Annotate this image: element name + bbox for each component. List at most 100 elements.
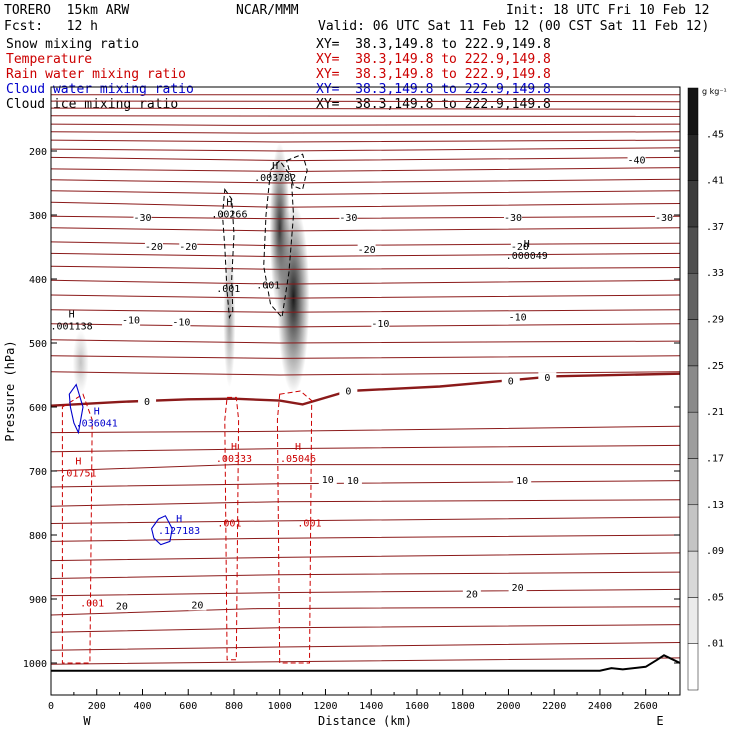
isotherm-label: 0 [144,397,150,408]
isotherm-label-bg [371,317,390,329]
colorbar-segment [687,550,699,598]
colorbar-label: .45 [706,129,724,140]
isotherm-label-bg [179,241,198,252]
isotherm-label-bg [627,154,646,166]
terrain-surface [51,654,680,672]
x-tick-label: 2400 [588,701,612,712]
maximum-marker: H [176,514,182,525]
isotherm [51,552,680,562]
isotherm [51,265,680,270]
isotherm-label-bg [510,241,529,252]
x-tick-label: 1400 [359,701,383,712]
maximum-marker: H [75,457,81,468]
isotherm-label: -30 [133,213,151,224]
maximum-marker: H [226,197,232,208]
y-tick-label: 800 [29,531,47,542]
temperature-isotherms [51,94,680,665]
isotherm-label: -10 [122,316,140,327]
isotherm-label: -30 [504,213,522,224]
isotherm [51,480,680,488]
x-tick-label: 800 [225,701,243,712]
isotherm-label: -10 [509,312,527,323]
rain-contour [61,393,93,664]
isotherm-label-bg [122,314,141,326]
isotherm-label: -20 [179,242,197,253]
colorbar-label: .37 [706,222,724,233]
field-range-snow: XY= 38.3,149.8 to 222.9,149.8 [316,37,551,52]
field-name-rain: Rain water mixing ratio [6,67,187,82]
contour-label: .001 [217,519,241,530]
y-tick-label: 400 [29,275,47,286]
colorbar-segment [687,504,699,552]
isotherm-label-bg [538,372,557,384]
isotherm [51,279,680,285]
isotherm [51,227,680,232]
y-tick-label: 300 [29,211,47,222]
isotherm [51,167,680,173]
isotherm [51,657,680,665]
isotherm [51,201,680,208]
isotherm [51,606,680,616]
x-axis-title: Distance (km) [318,714,412,728]
field-name-cloud-water: Cloud water mixing ratio [6,82,194,97]
isotherm-label-bg [504,212,523,224]
snow-blob [72,330,89,395]
field-name-temperature: Temperature [6,52,93,67]
isotherm [51,534,680,542]
model-title: TORERO 15km ARW [4,3,130,18]
cloud-ice-contour [263,159,295,319]
contour-label: .001 [256,281,280,292]
rain-contour [276,390,313,664]
isotherm [51,642,680,651]
x-tick-label: 2200 [542,701,566,712]
colorbar-unit: g kg⁻¹ [702,87,727,96]
axes: 0 200 400 600 800 1000 1200 1400 1600 1800 2000 220… [23,147,680,712]
colorbar-segment [687,272,699,320]
isotherm [51,355,680,359]
x-tick-label: 1800 [451,701,475,712]
maximum-marker: H [272,161,278,172]
y-tick-label: 500 [29,339,47,350]
isotherm-label: -40 [628,156,646,167]
x-tick-label: 1200 [313,701,337,712]
maximum-value: .001138 [51,321,93,332]
isotherm-label: 10 [516,476,528,487]
isotherm-label-bg [343,475,362,487]
isotherm-label: -20 [511,242,529,253]
isotherm-label: 20 [191,600,203,611]
isotherm [51,190,680,196]
colorbar-label: .13 [706,500,724,511]
isotherm-label: 10 [347,476,359,487]
maximum-marker: H [69,309,75,320]
colorbar-label: .33 [706,268,724,279]
x-tick-label: 2600 [634,701,658,712]
isotherm [51,139,680,143]
valid-time: Valid: 06 UTC Sat 11 Feb 12 (00 CST Sat … [318,19,710,34]
x-tick-label: 200 [88,701,106,712]
field-range-temperature: XY= 38.3,149.8 to 222.9,149.8 [316,52,551,67]
isotherm [51,107,680,110]
maximum-value: .000049 [506,251,548,262]
isotherm [51,178,680,184]
y-tick-label: 900 [29,595,47,606]
contour-labels: -40 -30 -30 -30 -30 -20 -20 -20 -20 -10 -10 -10 -10 0… [51,154,673,613]
colorbar-label: .09 [706,546,724,557]
maximum-marker: H [524,239,530,250]
isotherm [51,100,680,103]
colorbar-segment [687,134,699,181]
maximum-value: .00266 [211,209,247,220]
field-range-rain: XY= 38.3,149.8 to 222.9,149.8 [316,67,551,82]
colorbar-segment [687,180,699,228]
y-tick-label: 1000 [23,659,47,670]
colorbar-label: .21 [706,407,724,418]
isotherm-label: -20 [145,242,163,253]
isotherm-label-bg [508,311,527,323]
colorbar-segment [687,597,699,644]
isotherm-label-bg [318,473,337,485]
field-range-cloud-water: XY= 38.3,149.8 to 222.9,149.8 [316,82,551,97]
isotherm-label-bg [508,582,527,594]
terrain-line [51,654,680,672]
isotherm [51,294,680,299]
isotherm [51,123,680,126]
